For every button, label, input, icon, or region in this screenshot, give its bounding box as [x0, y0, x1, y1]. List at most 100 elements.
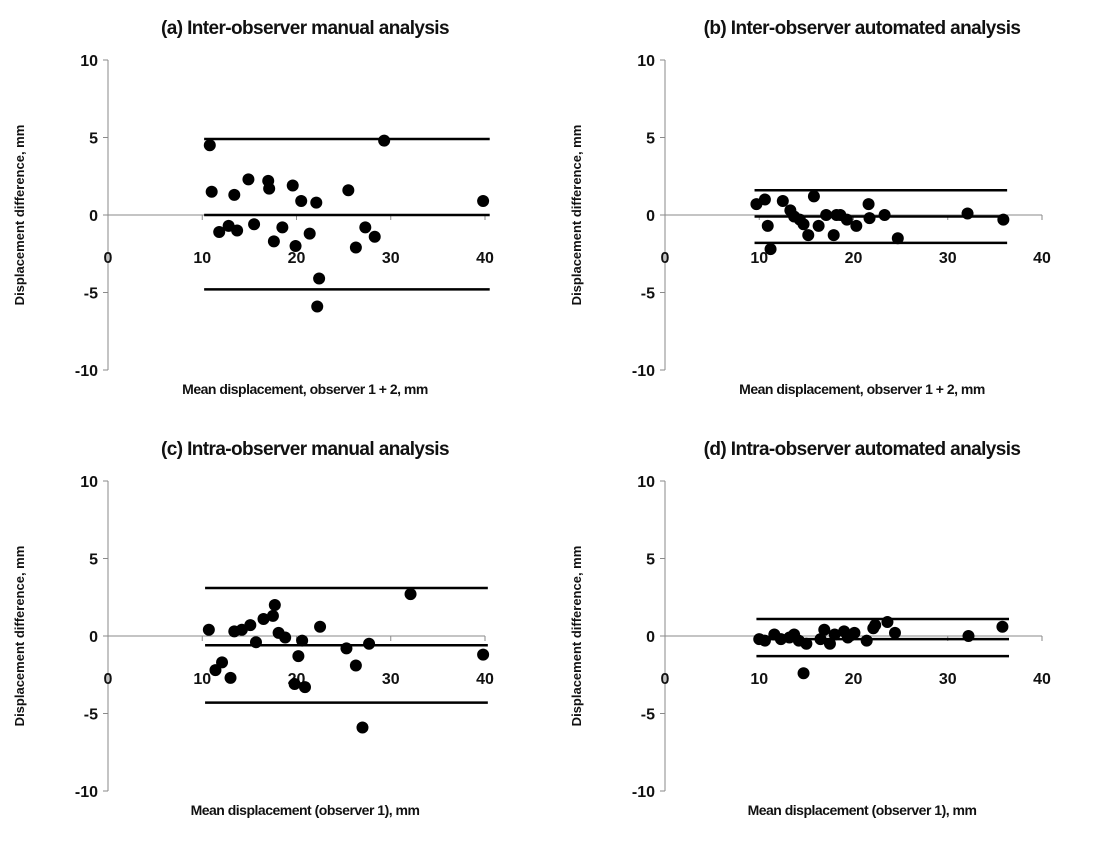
data-point: [349, 659, 362, 672]
x-tick-label: 10: [193, 671, 211, 688]
y-tick-label: -10: [632, 784, 655, 801]
data-point: [203, 139, 216, 152]
data-point: [378, 134, 391, 147]
data-point: [359, 221, 372, 234]
y-tick-label: 5: [89, 131, 98, 148]
data-point: [891, 232, 904, 245]
chart-panel-d: (d) Intra-observer automated analysis 10 5…: [557, 421, 1114, 842]
y-axis-label: Displacement difference, mm: [569, 125, 584, 306]
data-point: [477, 195, 490, 208]
data-point: [776, 195, 789, 208]
data-point: [349, 241, 362, 254]
data-point: [303, 227, 316, 240]
data-point: [818, 623, 831, 636]
data-point: [296, 634, 309, 647]
y-tick-label: 10: [637, 53, 655, 70]
data-point: [961, 207, 974, 220]
data-point: [823, 637, 836, 650]
y-axis-label: Displacement difference, mm: [12, 125, 27, 306]
y-tick-label: 5: [646, 131, 655, 148]
y-tick-label: 0: [89, 208, 98, 225]
data-point: [266, 609, 279, 622]
x-tick-label: 0: [661, 671, 670, 688]
x-tick-label: 40: [476, 250, 494, 267]
data-point: [249, 636, 262, 649]
data-point: [289, 240, 302, 252]
chart-panel-c: (c) Intra-observer manual analysis 10 5 0 -5…: [0, 421, 557, 842]
data-point: [356, 721, 369, 734]
x-tick-label: 40: [1033, 250, 1051, 267]
y-tick-label: -5: [641, 707, 655, 724]
x-axis-label: Mean displacement, observer 1 + 2, mm: [739, 381, 985, 397]
chart-panel-b: (b) Inter-observer automated analysis 10 5…: [557, 0, 1114, 421]
data-point: [997, 213, 1010, 226]
data-point: [205, 185, 218, 198]
y-tick-label: 0: [646, 629, 655, 646]
data-point: [340, 642, 353, 655]
chart-title: (a) Inter-observer manual analysis: [161, 18, 449, 39]
data-point: [298, 681, 311, 694]
chart-a-svg: (a) Inter-observer manual analysis 10 5 0 -5…: [12, 18, 494, 397]
x-tick-label: 10: [193, 250, 211, 267]
data-point: [342, 184, 355, 197]
data-point: [758, 634, 771, 647]
y-tick-label: -10: [75, 784, 98, 801]
chart-panel-a: (a) Inter-observer manual analysis 10 5 0 -5…: [0, 0, 557, 421]
data-point: [224, 671, 237, 684]
chart-title: (d) Intra-observer automated analysis: [704, 439, 1021, 460]
data-point: [311, 300, 324, 313]
data-point: [962, 630, 975, 642]
x-tick-label: 20: [288, 250, 306, 267]
data-point: [313, 272, 326, 285]
data-point: [288, 678, 301, 691]
data-point: [848, 626, 861, 639]
x-tick-label: 30: [939, 671, 957, 688]
data-point: [244, 619, 257, 632]
data-point: [812, 219, 825, 232]
data-point: [860, 634, 873, 647]
data-point: [881, 616, 894, 629]
x-tick-label: 0: [104, 671, 113, 688]
data-point: [827, 229, 840, 242]
data-point: [862, 198, 875, 211]
data-point: [867, 622, 880, 635]
data-point: [477, 648, 490, 661]
x-tick-label: 20: [845, 250, 863, 267]
data-point: [996, 620, 1009, 633]
data-point: [216, 656, 229, 669]
data-point: [276, 221, 289, 234]
x-tick-label: 20: [845, 671, 863, 688]
data-point: [820, 209, 833, 221]
data-point: [292, 650, 305, 663]
y-tick-label: 0: [89, 629, 98, 646]
data-point: [257, 612, 270, 625]
data-point: [267, 235, 280, 248]
y-tick-label: 5: [89, 552, 98, 569]
x-tick-label: 30: [382, 250, 400, 267]
y-tick-label: 10: [80, 474, 98, 491]
x-tick-label: 40: [1033, 671, 1051, 688]
y-tick-label: 0: [646, 208, 655, 225]
data-point: [863, 212, 876, 225]
data-point: [314, 620, 327, 633]
y-tick-label: 10: [80, 53, 98, 70]
chart-b-svg: (b) Inter-observer automated analysis 10 5…: [569, 18, 1051, 397]
y-tick-label: -5: [84, 707, 98, 724]
data-point: [248, 218, 261, 231]
x-tick-label: 0: [104, 250, 113, 267]
y-tick-label: 5: [646, 552, 655, 569]
data-point: [295, 195, 308, 208]
data-point: [231, 224, 244, 237]
data-point: [761, 219, 774, 232]
data-point: [828, 628, 841, 641]
data-point: [758, 193, 771, 206]
data-point: [840, 213, 853, 226]
y-tick-label: 10: [637, 474, 655, 491]
data-point: [797, 218, 810, 231]
y-tick-label: -10: [632, 363, 655, 380]
y-tick-label: -10: [75, 363, 98, 380]
x-tick-label: 10: [750, 671, 768, 688]
x-axis-label: Mean displacement (observer 1), mm: [748, 802, 977, 818]
data-point: [764, 243, 777, 256]
data-point: [279, 631, 292, 644]
